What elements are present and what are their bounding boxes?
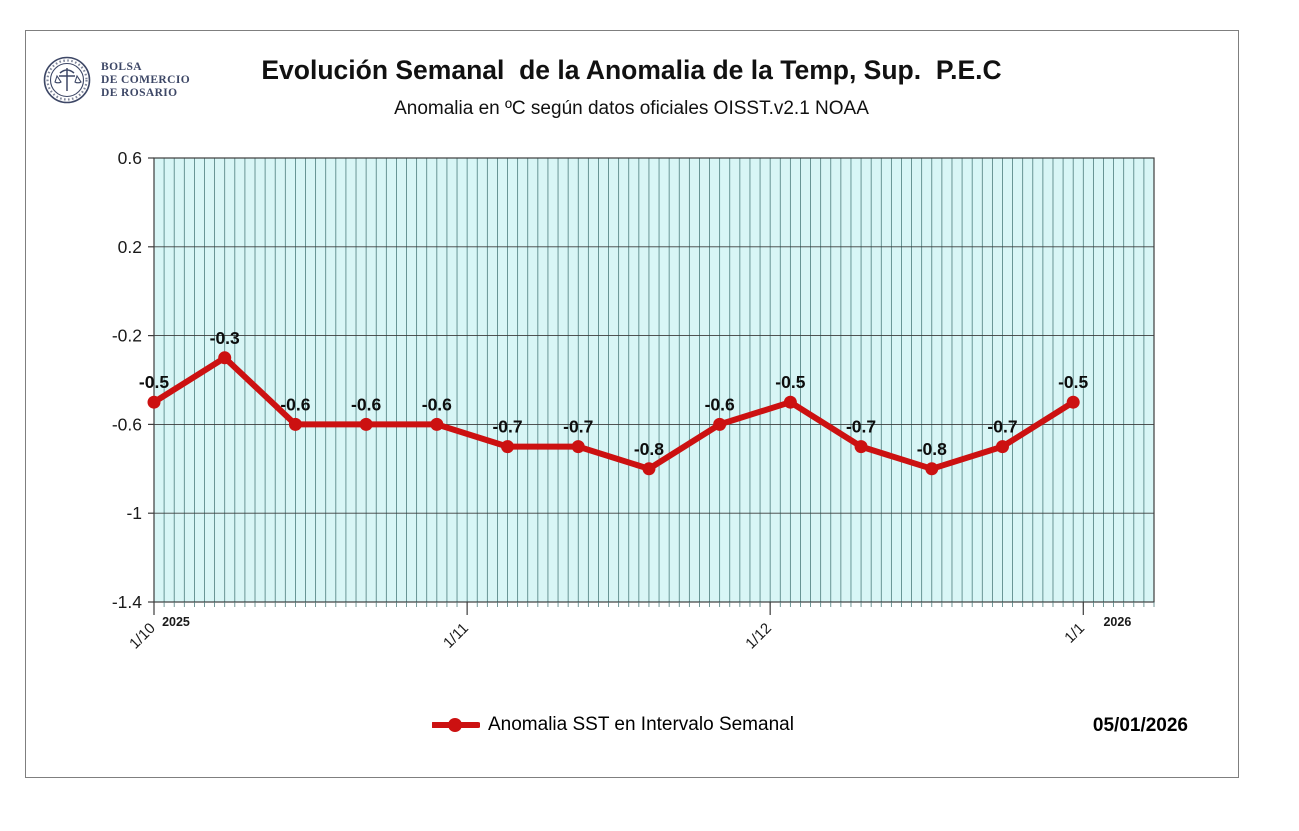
legend: Anomalia SST en Intervalo Semanal bbox=[432, 712, 794, 738]
y-tick-label: -1.4 bbox=[112, 592, 142, 612]
chart-subtitle: Anomalia en ºC según datos oficiales OIS… bbox=[394, 98, 869, 119]
y-tick-label: -0.6 bbox=[112, 414, 142, 434]
data-label: -0.6 bbox=[280, 394, 310, 414]
data-point bbox=[642, 462, 656, 476]
y-tick-label: -0.2 bbox=[112, 326, 142, 346]
data-label: -0.8 bbox=[634, 439, 664, 459]
series-line bbox=[151, 354, 1077, 472]
org-name-line3: DE ROSARIO bbox=[101, 86, 178, 99]
legend-marker-icon bbox=[432, 718, 480, 732]
chart-title: Evolución Semanal de la Anomalia de la T… bbox=[261, 55, 1002, 85]
y-axis: 0.6 0.2 -0.2 -0.6 -1 -1.4 bbox=[112, 148, 154, 612]
plot-border bbox=[153, 157, 1155, 603]
x-tick-label: 1/10 bbox=[126, 620, 159, 653]
data-label: -0.8 bbox=[917, 439, 947, 459]
data-label: -0.7 bbox=[492, 417, 522, 437]
data-label: -0.7 bbox=[563, 417, 593, 437]
data-point bbox=[925, 462, 939, 476]
data-labels: -0.5 -0.3 -0.6 -0.6 -0.6 -0.7 -0.7 -0.8 -0.6 -0.5… bbox=[139, 328, 1089, 459]
data-point bbox=[147, 395, 161, 409]
x-tick-label: 1/12 bbox=[742, 620, 775, 653]
data-label: -0.3 bbox=[210, 328, 240, 348]
data-label: -0.5 bbox=[139, 372, 169, 392]
anomaly-line-chart: 0.6 0.2 -0.2 -0.6 -1 -1.4 1/10 1/11 1/12 1/1 2025 2… bbox=[112, 148, 1155, 653]
data-point bbox=[501, 440, 515, 454]
data-label: -0.5 bbox=[775, 372, 805, 392]
y-tick-label: 0.2 bbox=[118, 237, 142, 257]
data-label: -0.7 bbox=[987, 417, 1017, 437]
data-label: -0.7 bbox=[846, 417, 876, 437]
data-point bbox=[359, 417, 373, 431]
data-label: -0.5 bbox=[1058, 372, 1088, 392]
data-point bbox=[288, 417, 302, 431]
y-tick-label: -1 bbox=[126, 503, 142, 523]
caduceus-icon bbox=[54, 68, 82, 91]
org-name-line1: BOLSA bbox=[101, 60, 142, 73]
series-markers bbox=[147, 351, 1080, 476]
x-axis: 1/10 1/11 1/12 1/1 2025 2026 bbox=[126, 602, 1155, 653]
vertical-gridlines bbox=[163, 158, 1145, 602]
data-point bbox=[995, 440, 1009, 454]
data-label: -0.6 bbox=[422, 394, 452, 414]
plot-area bbox=[154, 158, 1154, 602]
org-name: BOLSA DE COMERCIO DE ROSARIO bbox=[101, 61, 190, 100]
y-tick-label: 0.6 bbox=[118, 148, 142, 168]
data-point bbox=[430, 417, 444, 431]
data-point bbox=[854, 440, 868, 454]
data-label: -0.6 bbox=[351, 394, 381, 414]
legend-label: Anomalia SST en Intervalo Semanal bbox=[488, 714, 794, 735]
bcr-emblem-icon bbox=[43, 56, 91, 104]
data-point bbox=[218, 351, 232, 365]
x-year-label: 2025 bbox=[162, 615, 190, 629]
org-name-line2: DE COMERCIO bbox=[101, 73, 191, 86]
x-tick-label: 1/11 bbox=[440, 620, 472, 652]
data-point bbox=[1066, 395, 1080, 409]
x-year-label: 2026 bbox=[1103, 615, 1131, 629]
report-date: 05/01/2026 bbox=[1092, 715, 1188, 736]
data-label: -0.6 bbox=[705, 394, 735, 414]
x-tick-label: 1/1 bbox=[1061, 620, 1088, 647]
org-logo: BOLSA DE COMERCIO DE ROSARIO bbox=[42, 55, 190, 105]
data-point bbox=[713, 417, 727, 431]
data-point bbox=[783, 395, 797, 409]
data-point bbox=[571, 440, 585, 454]
